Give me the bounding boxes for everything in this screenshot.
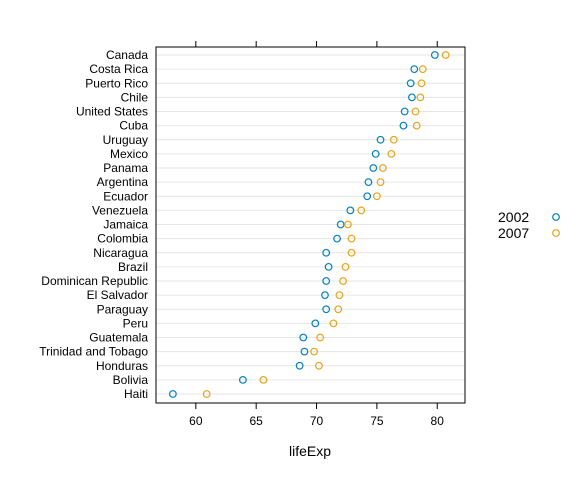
data-point-2002 [299, 333, 308, 342]
data-point-2002 [406, 79, 415, 88]
data-point-2007 [441, 51, 450, 59]
x-tick-label: 70 [310, 414, 324, 428]
category-label: Trinidad and Tobago [39, 345, 148, 359]
category-label: Colombia [97, 232, 148, 246]
category-label: United States [76, 105, 148, 119]
data-point-2002 [295, 361, 304, 370]
category-label: Haiti [124, 387, 148, 401]
category-label: Puerto Rico [85, 76, 148, 90]
category-label: Paraguay [97, 302, 148, 316]
category-label: Argentina [97, 175, 149, 189]
category-label: Uruguay [103, 133, 148, 147]
category-label: Jamaica [103, 218, 148, 232]
category-label: Nicaragua [93, 246, 148, 260]
category-label: Venezuela [92, 203, 148, 217]
data-point-2002 [239, 375, 247, 384]
legend-marker [552, 229, 560, 237]
data-point-2007 [315, 361, 323, 370]
data-point-2002 [400, 107, 409, 116]
data-point-2007 [357, 206, 366, 215]
data-point-2002 [399, 121, 408, 130]
category-label: Cuba [119, 119, 148, 133]
data-point-2002 [322, 248, 331, 257]
category-label: Brazil [118, 260, 148, 274]
category-label: Bolivia [113, 373, 149, 387]
data-point-2007 [339, 277, 347, 285]
gridlines [156, 54, 465, 395]
legend-label: 2007 [498, 225, 529, 241]
category-label: Ecuador [103, 189, 148, 203]
data-point-2007 [387, 149, 396, 158]
data-point-2007 [316, 333, 325, 342]
data-point-2007 [344, 220, 352, 229]
x-tick-label: 65 [250, 414, 264, 428]
data-point-2007 [417, 79, 426, 88]
data-point-2002 [363, 192, 372, 201]
data-point-2007 [416, 93, 425, 102]
data-point-2002 [410, 65, 419, 74]
data-point-2002 [321, 291, 329, 300]
category-label: Costa Rica [89, 62, 148, 76]
category-label: Guatemala [89, 331, 148, 345]
data-point-2002 [336, 220, 345, 229]
data-point-2007 [335, 291, 344, 300]
x-axis: 60 65 70 75 80 [189, 41, 444, 428]
data-point-2007 [259, 375, 268, 384]
legend-marker [552, 213, 560, 221]
data-point-2002 [333, 234, 341, 243]
data-point-2002 [376, 135, 385, 144]
category-label: Chile [121, 90, 149, 104]
data-point-2007 [372, 192, 381, 201]
category-label: Panama [103, 161, 148, 175]
data-point-2007 [418, 65, 427, 74]
data-point-2002 [311, 319, 320, 328]
data-points [168, 51, 450, 398]
category-label: Canada [106, 48, 148, 62]
legend-label: 2002 [498, 209, 529, 225]
x-tick-label: 75 [370, 414, 384, 428]
data-point-2007 [389, 135, 398, 144]
x-tick-label: 80 [431, 414, 445, 428]
x-axis-title: lifeExp [289, 443, 331, 459]
data-point-2002 [430, 51, 439, 59]
data-point-2007 [412, 121, 421, 130]
data-point-2007 [411, 107, 420, 116]
data-point-2002 [369, 164, 378, 172]
category-label: Dominican Republic [41, 274, 148, 288]
data-point-2002 [364, 178, 373, 187]
category-label: Honduras [96, 359, 148, 373]
data-point-2002 [168, 390, 177, 398]
data-point-2002 [407, 93, 416, 102]
data-point-2002 [322, 277, 331, 285]
data-point-2007 [347, 248, 356, 257]
data-point-2002 [371, 149, 380, 158]
x-tick-label: 60 [189, 414, 203, 428]
data-point-2007 [376, 178, 385, 187]
data-point-2002 [346, 206, 355, 215]
category-label: Mexico [110, 147, 148, 161]
data-point-2002 [300, 347, 309, 356]
plot-panel [155, 46, 466, 404]
data-point-2002 [324, 262, 333, 271]
data-point-2007 [334, 305, 343, 314]
data-point-2007 [347, 234, 356, 243]
data-point-2002 [322, 305, 331, 314]
category-label: Peru [123, 316, 148, 330]
data-point-2007 [329, 319, 338, 328]
category-label: El Salvador [87, 288, 148, 302]
data-point-2007 [310, 347, 319, 356]
data-point-2007 [379, 164, 387, 172]
data-point-2007 [341, 262, 350, 271]
data-point-2007 [202, 390, 211, 398]
